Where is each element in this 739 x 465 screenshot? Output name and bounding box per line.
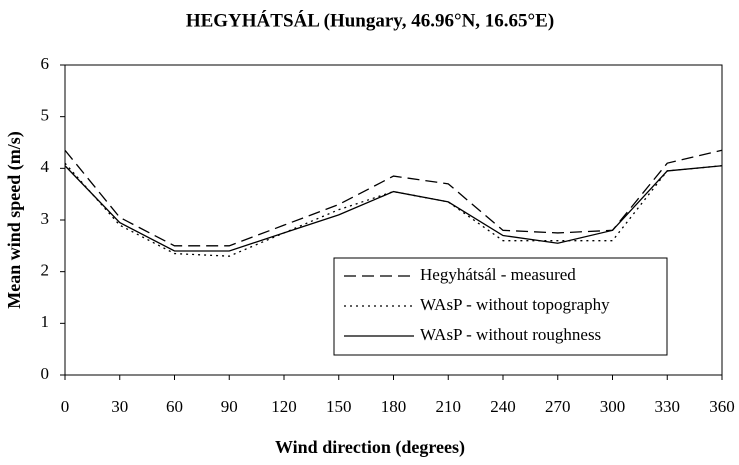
y-tick-label: 2 bbox=[41, 261, 50, 280]
y-tick-label: 3 bbox=[41, 209, 50, 228]
x-tick-label: 90 bbox=[221, 397, 238, 416]
x-tick-label: 30 bbox=[111, 397, 128, 416]
x-tick-label: 180 bbox=[381, 397, 407, 416]
x-tick-label: 240 bbox=[490, 397, 516, 416]
series-line bbox=[64, 162, 723, 257]
x-tick-label: 120 bbox=[271, 397, 297, 416]
series-line bbox=[64, 149, 723, 247]
legend-box bbox=[333, 257, 668, 356]
y-axis-title: Mean wind speed (m/s) bbox=[4, 131, 25, 309]
legend-label: Hegyhátsál - measured bbox=[420, 265, 576, 284]
y-tick-label: 1 bbox=[41, 312, 50, 331]
x-tick-label: 0 bbox=[61, 397, 70, 416]
y-tick-label: 0 bbox=[41, 364, 50, 383]
y-tick-label: 5 bbox=[41, 106, 50, 125]
x-tick-label: 150 bbox=[326, 397, 352, 416]
legend-label: WAsP - without roughness bbox=[420, 325, 601, 344]
x-tick-label: 300 bbox=[600, 397, 626, 416]
x-tick-label: 330 bbox=[655, 397, 681, 416]
y-tick-label: 6 bbox=[41, 54, 50, 73]
x-tick-label: 360 bbox=[709, 397, 735, 416]
x-axis-title: Wind direction (degrees) bbox=[275, 437, 465, 458]
series-line bbox=[64, 165, 723, 252]
x-tick-label: 210 bbox=[436, 397, 462, 416]
y-tick-label: 4 bbox=[41, 157, 50, 176]
legend-label: WAsP - without topography bbox=[420, 295, 610, 314]
chart-title: HEGYHÁTSÁL (Hungary, 46.96°N, 16.65°E) bbox=[186, 9, 554, 31]
x-tick-label: 60 bbox=[166, 397, 183, 416]
x-tick-label: 270 bbox=[545, 397, 571, 416]
